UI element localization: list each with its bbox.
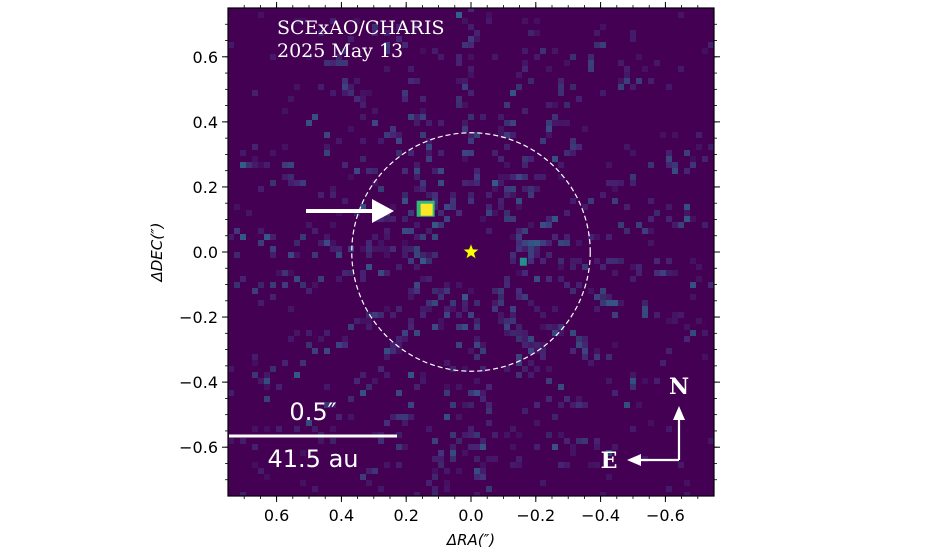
tick-labels: 0.6 0.4 0.2 0.0 −0.2 −0.4 −0.6 0.6 0.4 0.2 0.0 −0.2… [179,48,685,525]
instrument-label: SCExAO/CHARIS [277,17,445,39]
image-panel [228,8,714,496]
y-tick-label: 0.6 [193,48,218,67]
y-tick-label: 0.2 [193,178,218,197]
x-tick-label: 0.6 [264,506,289,525]
companion-source [416,200,435,217]
x-tick-label: −0.2 [516,506,555,525]
y-axis-label: ΔDEC(″) [148,222,166,282]
x-tick-label: −0.4 [581,506,620,525]
north-label: N [669,374,689,400]
coronagraph-mask-circle [351,132,591,372]
secondary-spot [519,257,527,266]
x-tick-label: 0.0 [458,506,483,525]
star-icon [462,243,480,259]
y-tick-label: −0.6 [179,438,218,457]
compass: N E [601,374,689,474]
y-tick-label: 0.0 [193,243,218,262]
axis-ticks [222,2,720,502]
east-arrow-icon [627,454,641,466]
y-tick-label: −0.4 [179,373,218,392]
scale-bar: 0.5″ 41.5 au [229,398,397,473]
scale-bar-angular-label: 0.5″ [289,398,336,426]
east-label: E [601,448,618,474]
y-tick-label: −0.2 [179,308,218,327]
x-axis-label: ΔRA(″) [446,531,495,549]
date-label: 2025 May 13 [277,40,403,62]
x-tick-label: 0.4 [329,506,354,525]
north-arrow-icon [673,406,685,420]
x-tick-label: −0.6 [646,506,685,525]
x-tick-label: 0.2 [393,506,418,525]
y-tick-label: 0.4 [193,113,218,132]
scale-bar-physical-label: 41.5 au [268,445,359,473]
companion-arrow-icon [306,199,394,223]
